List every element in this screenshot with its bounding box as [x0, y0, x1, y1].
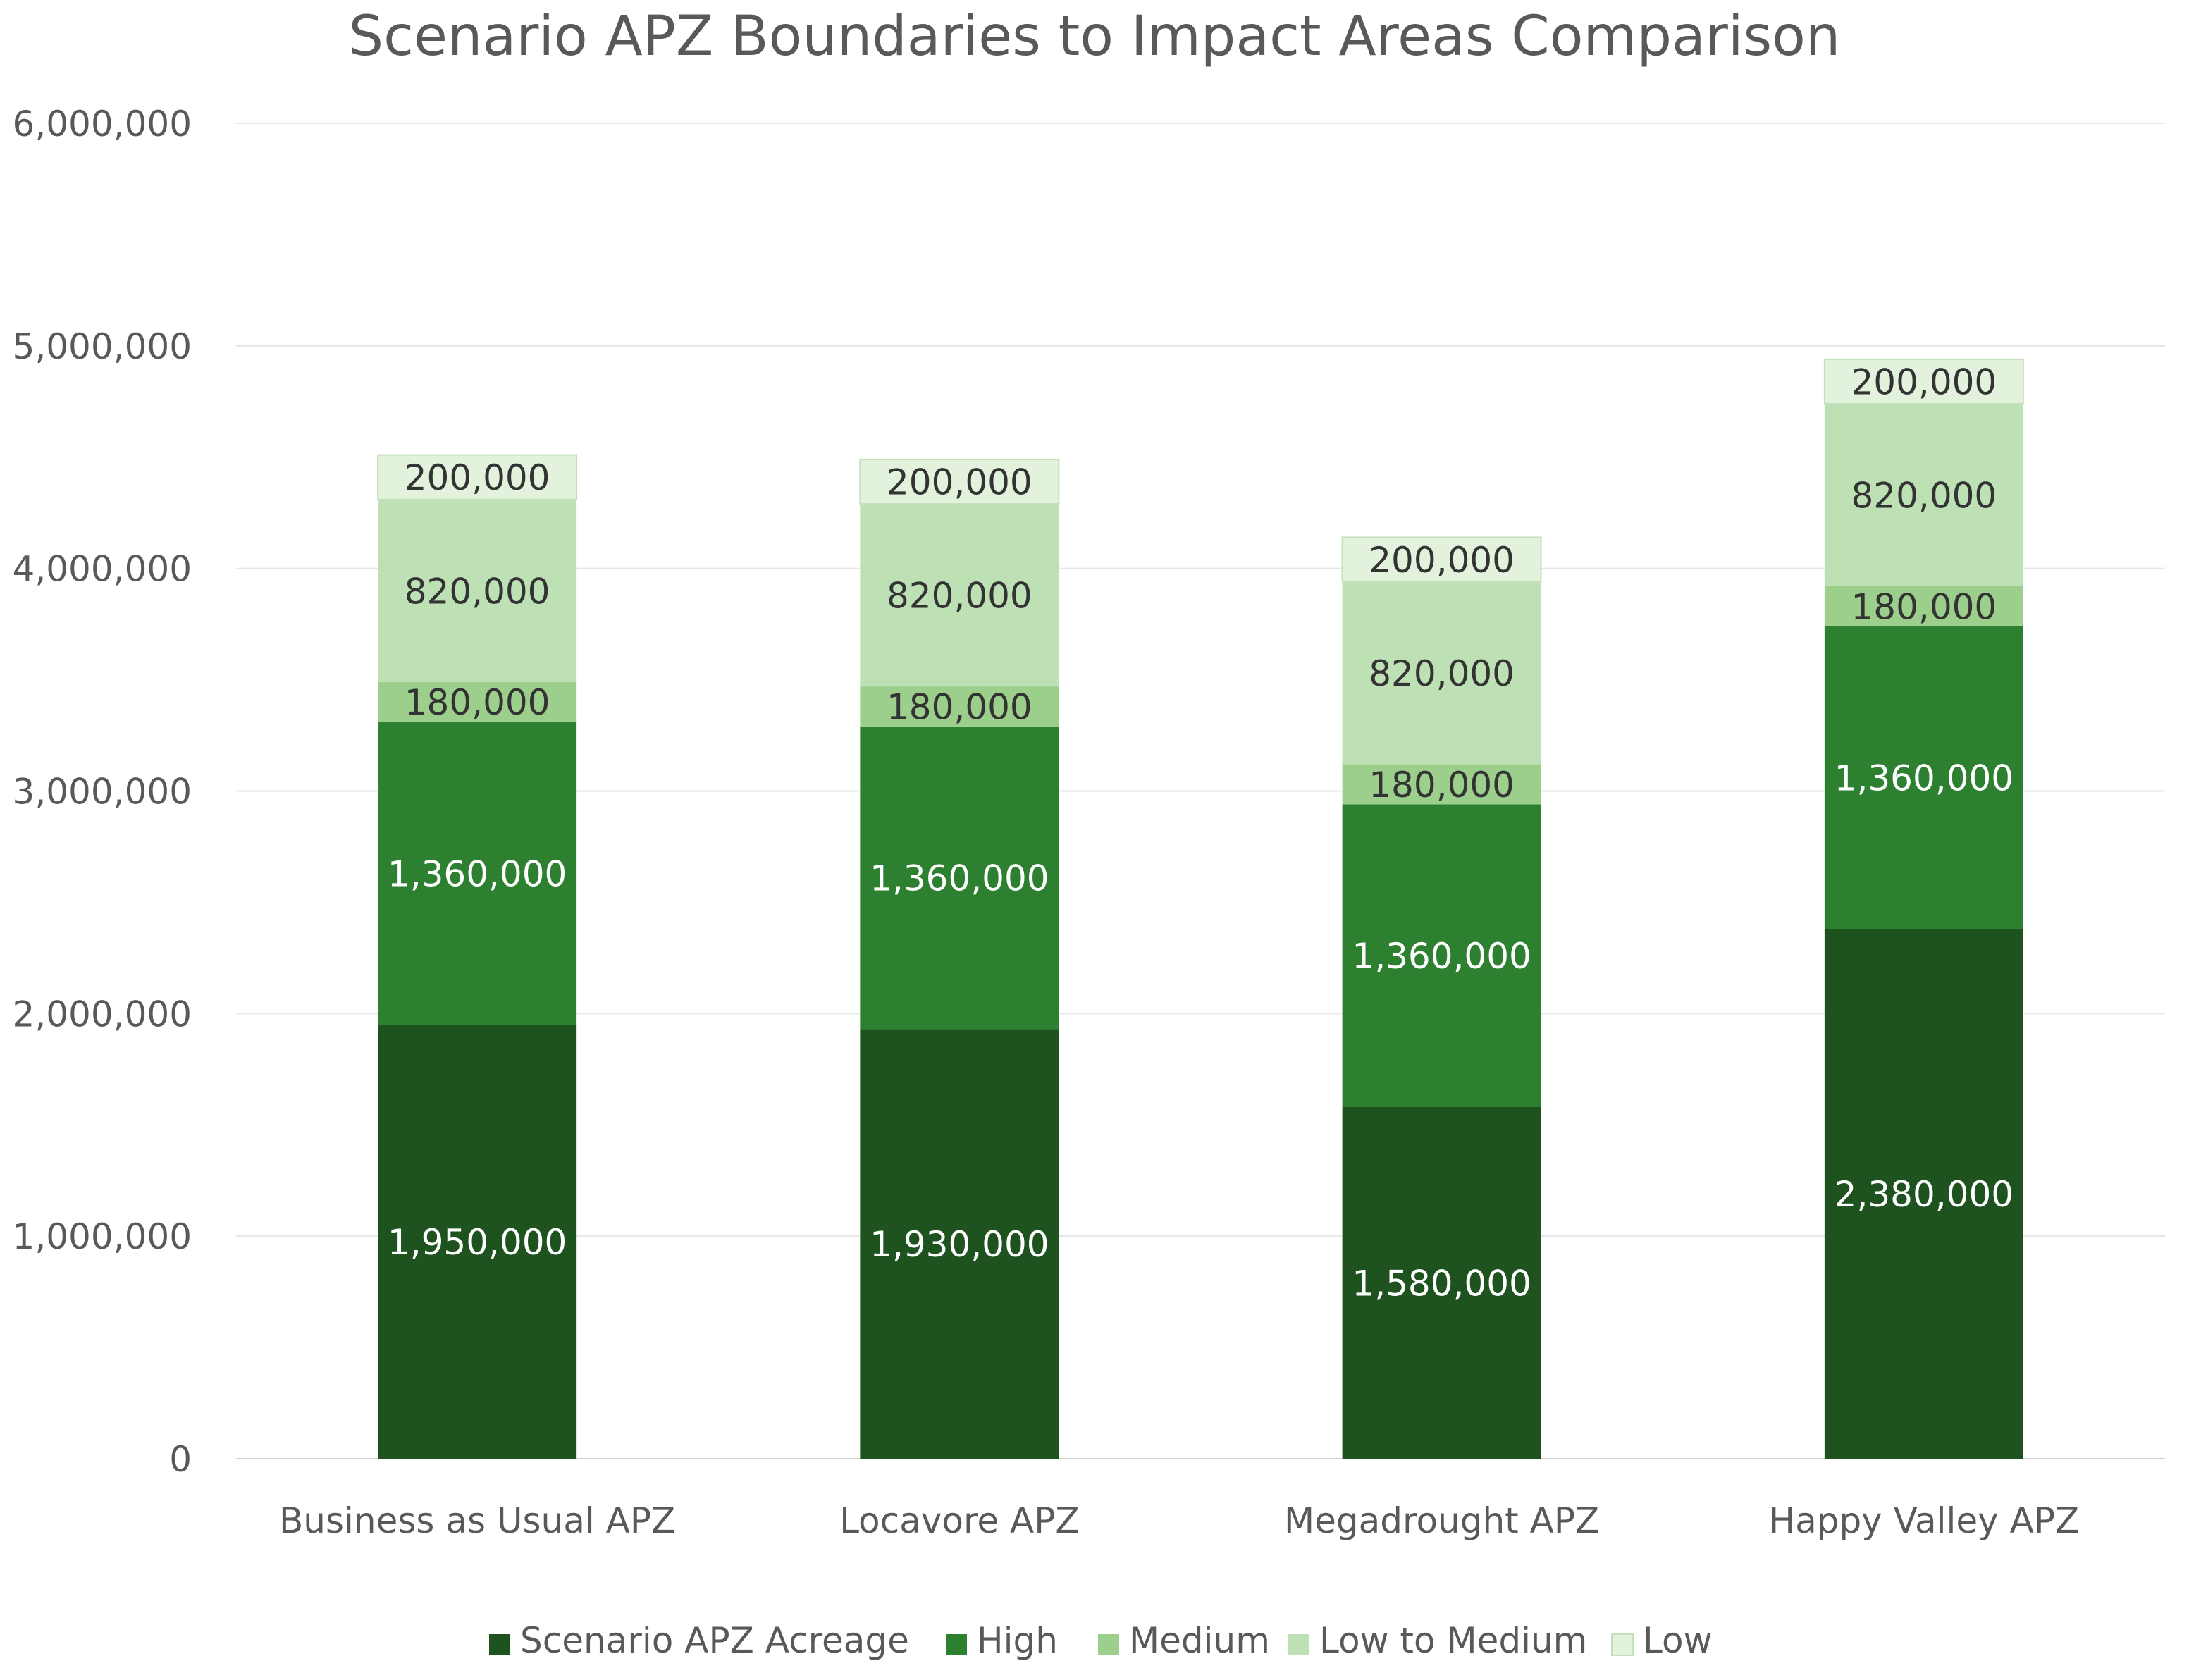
- bar-segment: [1341, 536, 1542, 583]
- legend-label: Low to Medium: [1319, 1620, 1587, 1661]
- y-tick-label: 5,000,000: [13, 326, 192, 367]
- x-tick-label: Locavore APZ: [839, 1500, 1080, 1541]
- data-label: 820,000: [887, 576, 1032, 617]
- bar-stacks: [377, 358, 2024, 1459]
- legend-swatch: [489, 1634, 510, 1655]
- legend-item[interactable]: Low: [1611, 1620, 1712, 1661]
- legend-swatch: [1098, 1634, 1119, 1655]
- legend-item[interactable]: Scenario APZ Acreage: [489, 1620, 909, 1661]
- x-tick-label: Megadrought APZ: [1284, 1500, 1599, 1541]
- bar-segment: [378, 1025, 577, 1459]
- data-label: 200,000: [1369, 540, 1515, 581]
- data-labels: 1,950,000 1,360,000 180,000 820,000 200,000 1…: [388, 362, 2014, 1304]
- legend-swatch: [946, 1634, 967, 1655]
- data-label: 820,000: [1369, 653, 1515, 694]
- bar-segment: [377, 454, 578, 500]
- legend-item[interactable]: Low to Medium: [1288, 1620, 1587, 1661]
- legend-label: Low: [1643, 1620, 1712, 1661]
- y-tick-label: 3,000,000: [13, 772, 192, 813]
- bar-segment: [860, 726, 1059, 1030]
- bar-segment: [1824, 626, 2023, 929]
- bar-segment: [1342, 764, 1541, 805]
- legend-swatch: [1288, 1634, 1309, 1655]
- bar-segment: [1342, 581, 1541, 765]
- data-label: 180,000: [887, 686, 1032, 727]
- bar-segment: [1342, 804, 1541, 1107]
- bar-segment: [1824, 403, 2023, 586]
- y-tick-label: 0: [169, 1439, 192, 1480]
- bar-segment: [860, 686, 1059, 727]
- chart-title: Scenario APZ Boundaries to Impact Areas …: [349, 5, 1841, 68]
- bar-segment: [378, 722, 577, 1025]
- bar-segment: [1824, 586, 2023, 626]
- data-label: 180,000: [405, 682, 550, 723]
- x-tick-label: Business as Usual APZ: [279, 1500, 675, 1541]
- data-label: 1,360,000: [1352, 936, 1531, 977]
- y-tick-label: 1,000,000: [13, 1216, 192, 1257]
- bar-segment: [1342, 1106, 1541, 1459]
- data-label: 820,000: [405, 571, 550, 612]
- x-axis-tick-labels: Business as Usual APZ Locavore APZ Megadro…: [279, 1500, 2079, 1541]
- data-label: 1,360,000: [388, 853, 567, 894]
- legend-label: High: [977, 1620, 1058, 1661]
- data-label: 200,000: [405, 457, 550, 498]
- bar-segment: [1823, 358, 2024, 404]
- bar-segment: [860, 504, 1059, 687]
- y-axis-tick-labels: 0 1,000,000 2,000,000 3,000,000 4,000,000 5,0…: [13, 104, 192, 1480]
- legend-label: Scenario APZ Acreage: [520, 1620, 909, 1661]
- bar-segment: [1824, 929, 2023, 1459]
- bar-segment: [859, 458, 1060, 505]
- legend-swatch: [1611, 1633, 1634, 1656]
- data-label: 820,000: [1851, 475, 1997, 516]
- x-tick-label: Happy Valley APZ: [1768, 1500, 2079, 1541]
- data-label: 2,380,000: [1835, 1174, 2014, 1215]
- data-label: 200,000: [1851, 362, 1997, 402]
- bar-segment: [378, 681, 577, 722]
- data-label: 180,000: [1369, 765, 1515, 805]
- data-label: 200,000: [887, 462, 1032, 502]
- legend-item[interactable]: High: [946, 1620, 1058, 1661]
- bar-segment: [378, 499, 577, 682]
- y-tick-label: 6,000,000: [13, 104, 192, 144]
- data-label: 180,000: [1851, 586, 1997, 627]
- bar-segment: [860, 1029, 1059, 1459]
- data-label: 1,580,000: [1352, 1263, 1531, 1304]
- legend[interactable]: Scenario APZ Acreage High Medium Low to Med…: [489, 1620, 1712, 1661]
- data-label: 1,950,000: [388, 1222, 567, 1263]
- y-tick-label: 2,000,000: [13, 994, 192, 1034]
- y-tick-label: 4,000,000: [13, 549, 192, 590]
- data-label: 1,930,000: [870, 1224, 1049, 1265]
- legend-label: Medium: [1129, 1620, 1270, 1661]
- data-label: 1,360,000: [1835, 758, 2014, 799]
- legend-item[interactable]: Medium: [1098, 1620, 1270, 1661]
- data-label: 1,360,000: [870, 858, 1049, 899]
